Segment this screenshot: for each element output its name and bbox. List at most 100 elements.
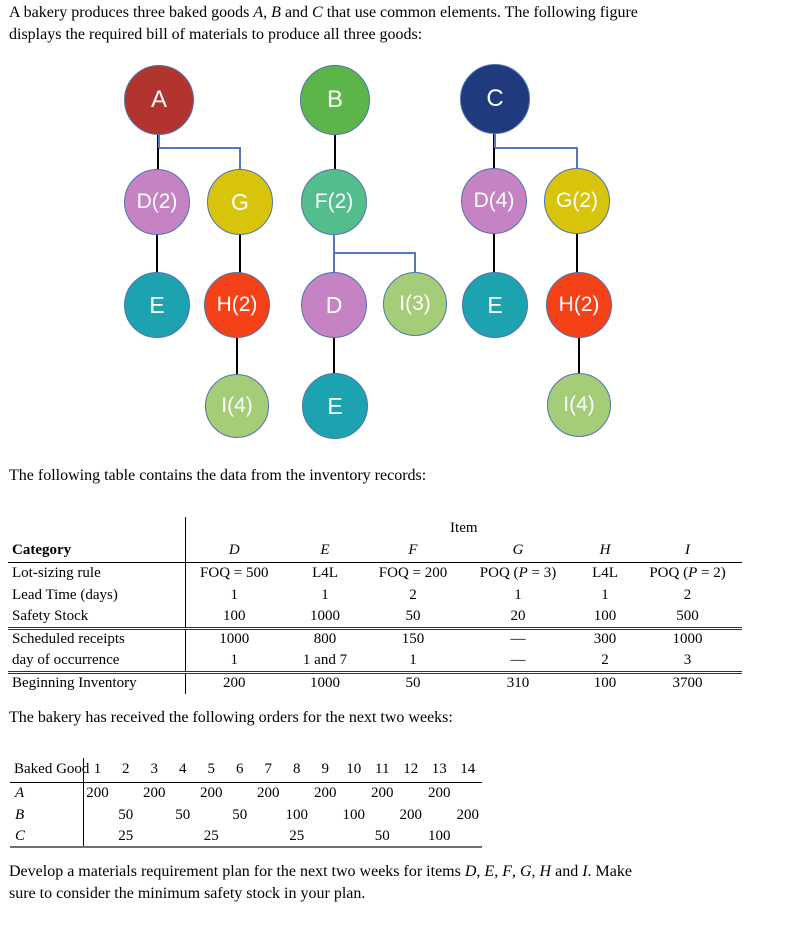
bom-diagram: A B C D(2) G F(2) D(4) G(2) E H(2) D I(3) E H(2) I(4) E…: [0, 0, 792, 460]
orders-cell: [140, 826, 169, 848]
bom-connector: [158, 135, 160, 148]
bom-connector: [239, 148, 241, 170]
bom-node-D2: D(2): [124, 169, 190, 235]
intro-paragraph: A bakery produces three baked goods A, B…: [9, 4, 638, 43]
inventory-cell: 2: [409, 587, 417, 603]
inventory-item-header: D: [185, 540, 283, 563]
orders-cell: [254, 826, 283, 848]
task-paragraph: Develop a materials requirement plan for…: [9, 863, 632, 902]
orders-cell: 200: [371, 784, 394, 801]
inventory-row-label: Lead Time (days): [8, 585, 186, 606]
orders-cell: 200: [86, 784, 109, 801]
inventory-cell: 20: [459, 606, 577, 630]
bom-connector: [494, 134, 496, 148]
inventory-cell: POQ (P = 3): [479, 565, 557, 582]
bom-connector: [159, 147, 241, 149]
bom-node-E: E: [462, 272, 528, 338]
orders-cell: 200: [399, 806, 423, 823]
orders-cell: [83, 826, 112, 848]
orders-day-header: 2: [111, 758, 140, 783]
bom-node-G: G: [207, 169, 273, 235]
inventory-cell: 1: [514, 587, 522, 603]
inventory-row-label: Scheduled receipts: [8, 628, 186, 650]
inventory-cell: POQ (P = 2): [649, 565, 726, 582]
orders-cell: 200: [456, 806, 480, 823]
orders-cell: [425, 804, 454, 826]
bom-connector: [334, 135, 336, 170]
orders-cell: [311, 826, 340, 848]
bom-node-E: E: [124, 272, 190, 338]
bom-connector: [493, 233, 495, 273]
bom-connector: [333, 337, 335, 374]
bom-node-F2: F(2): [301, 169, 367, 235]
orders-day-header: 1: [83, 758, 112, 783]
inventory-cell: 1: [321, 587, 329, 603]
orders-cell: [112, 782, 141, 804]
orders-cell: 25: [197, 826, 226, 848]
inventory-cell: 1: [185, 650, 283, 674]
inventory-cell: L4L: [592, 565, 618, 582]
bom-node-I3: I(3): [383, 272, 447, 336]
orders-cell: [254, 804, 283, 826]
orders-day-header: 3: [140, 758, 169, 783]
inventory-row-label: day of occurrence: [8, 650, 186, 674]
orders-row-label: A: [10, 782, 84, 804]
inventory-cell: 1: [601, 587, 609, 603]
bom-node-G2: G(2): [544, 168, 610, 234]
inventory-row-label: Beginning Inventory: [8, 672, 186, 694]
orders-cell: 200: [143, 784, 166, 801]
bom-connector: [239, 234, 241, 273]
bom-node-I4: I(4): [205, 374, 269, 438]
bom-connector: [495, 147, 578, 149]
inventory-row-label: Lot-sizing rule: [8, 562, 186, 585]
inventory-item-header: E: [283, 540, 367, 563]
orders-cell: [225, 826, 254, 848]
bom-connector: [414, 253, 416, 273]
inventory-cell: 3: [633, 650, 743, 674]
bom-node-H2: H(2): [204, 272, 270, 338]
orders-cell: 100: [342, 806, 366, 823]
inventory-item-header: F: [367, 540, 459, 563]
orders-day-header: 6: [225, 758, 254, 783]
orders-cell: [197, 804, 226, 826]
bom-connector: [157, 135, 159, 170]
orders-cell: 25: [282, 826, 311, 848]
bom-connector: [236, 337, 238, 374]
orders-day-header: 14: [453, 758, 482, 783]
bom-connector: [576, 233, 578, 273]
bom-connector: [156, 234, 158, 273]
orders-day-header: 12: [396, 758, 425, 783]
bom-connector: [578, 337, 580, 373]
inventory-cell: 1000: [283, 606, 367, 630]
inventory-cell: 800: [313, 631, 337, 648]
bom-connector: [576, 148, 578, 169]
orders-cell: 100: [285, 806, 309, 823]
orders-cell: [397, 782, 426, 804]
inventory-records-table: Item Category D E F G H I Lot-sizing rule FOQ = 5…: [8, 517, 743, 694]
inventory-cell: 2: [683, 587, 692, 603]
orders-row-label: C: [10, 826, 84, 848]
orders-cell: 200: [314, 784, 337, 801]
orders-day-header: 8: [282, 758, 311, 783]
inventory-cell: 3700: [672, 675, 703, 692]
bom-node-H2: H(2): [546, 272, 612, 338]
orders-table: Baked Good 1 2 3 4 5 6 7 8 9 10 11 12 13 14 A 200 200 200 2…: [10, 758, 482, 848]
inventory-cell: 50: [405, 675, 421, 692]
inventory-item-header: H: [577, 540, 633, 563]
orders-cell: [168, 826, 197, 848]
orders-day-header: 10: [339, 758, 368, 783]
inventory-cell: 100: [593, 675, 617, 692]
inventory-cell: 2: [577, 650, 633, 674]
orders-cell: 200: [200, 784, 223, 801]
orders-row-label: B: [10, 804, 84, 826]
inventory-cell: FOQ = 200: [378, 565, 448, 582]
orders-cell: 100: [425, 826, 454, 848]
orders-cell: [283, 782, 312, 804]
orders-day-header: 5: [197, 758, 226, 783]
orders-day-header: 7: [254, 758, 283, 783]
orders-day-header: 9: [311, 758, 340, 783]
orders-cell: 200: [428, 784, 451, 801]
inventory-corner-cell: [8, 517, 186, 540]
inventory-cell: 100: [577, 606, 633, 630]
orders-cell: [340, 782, 369, 804]
